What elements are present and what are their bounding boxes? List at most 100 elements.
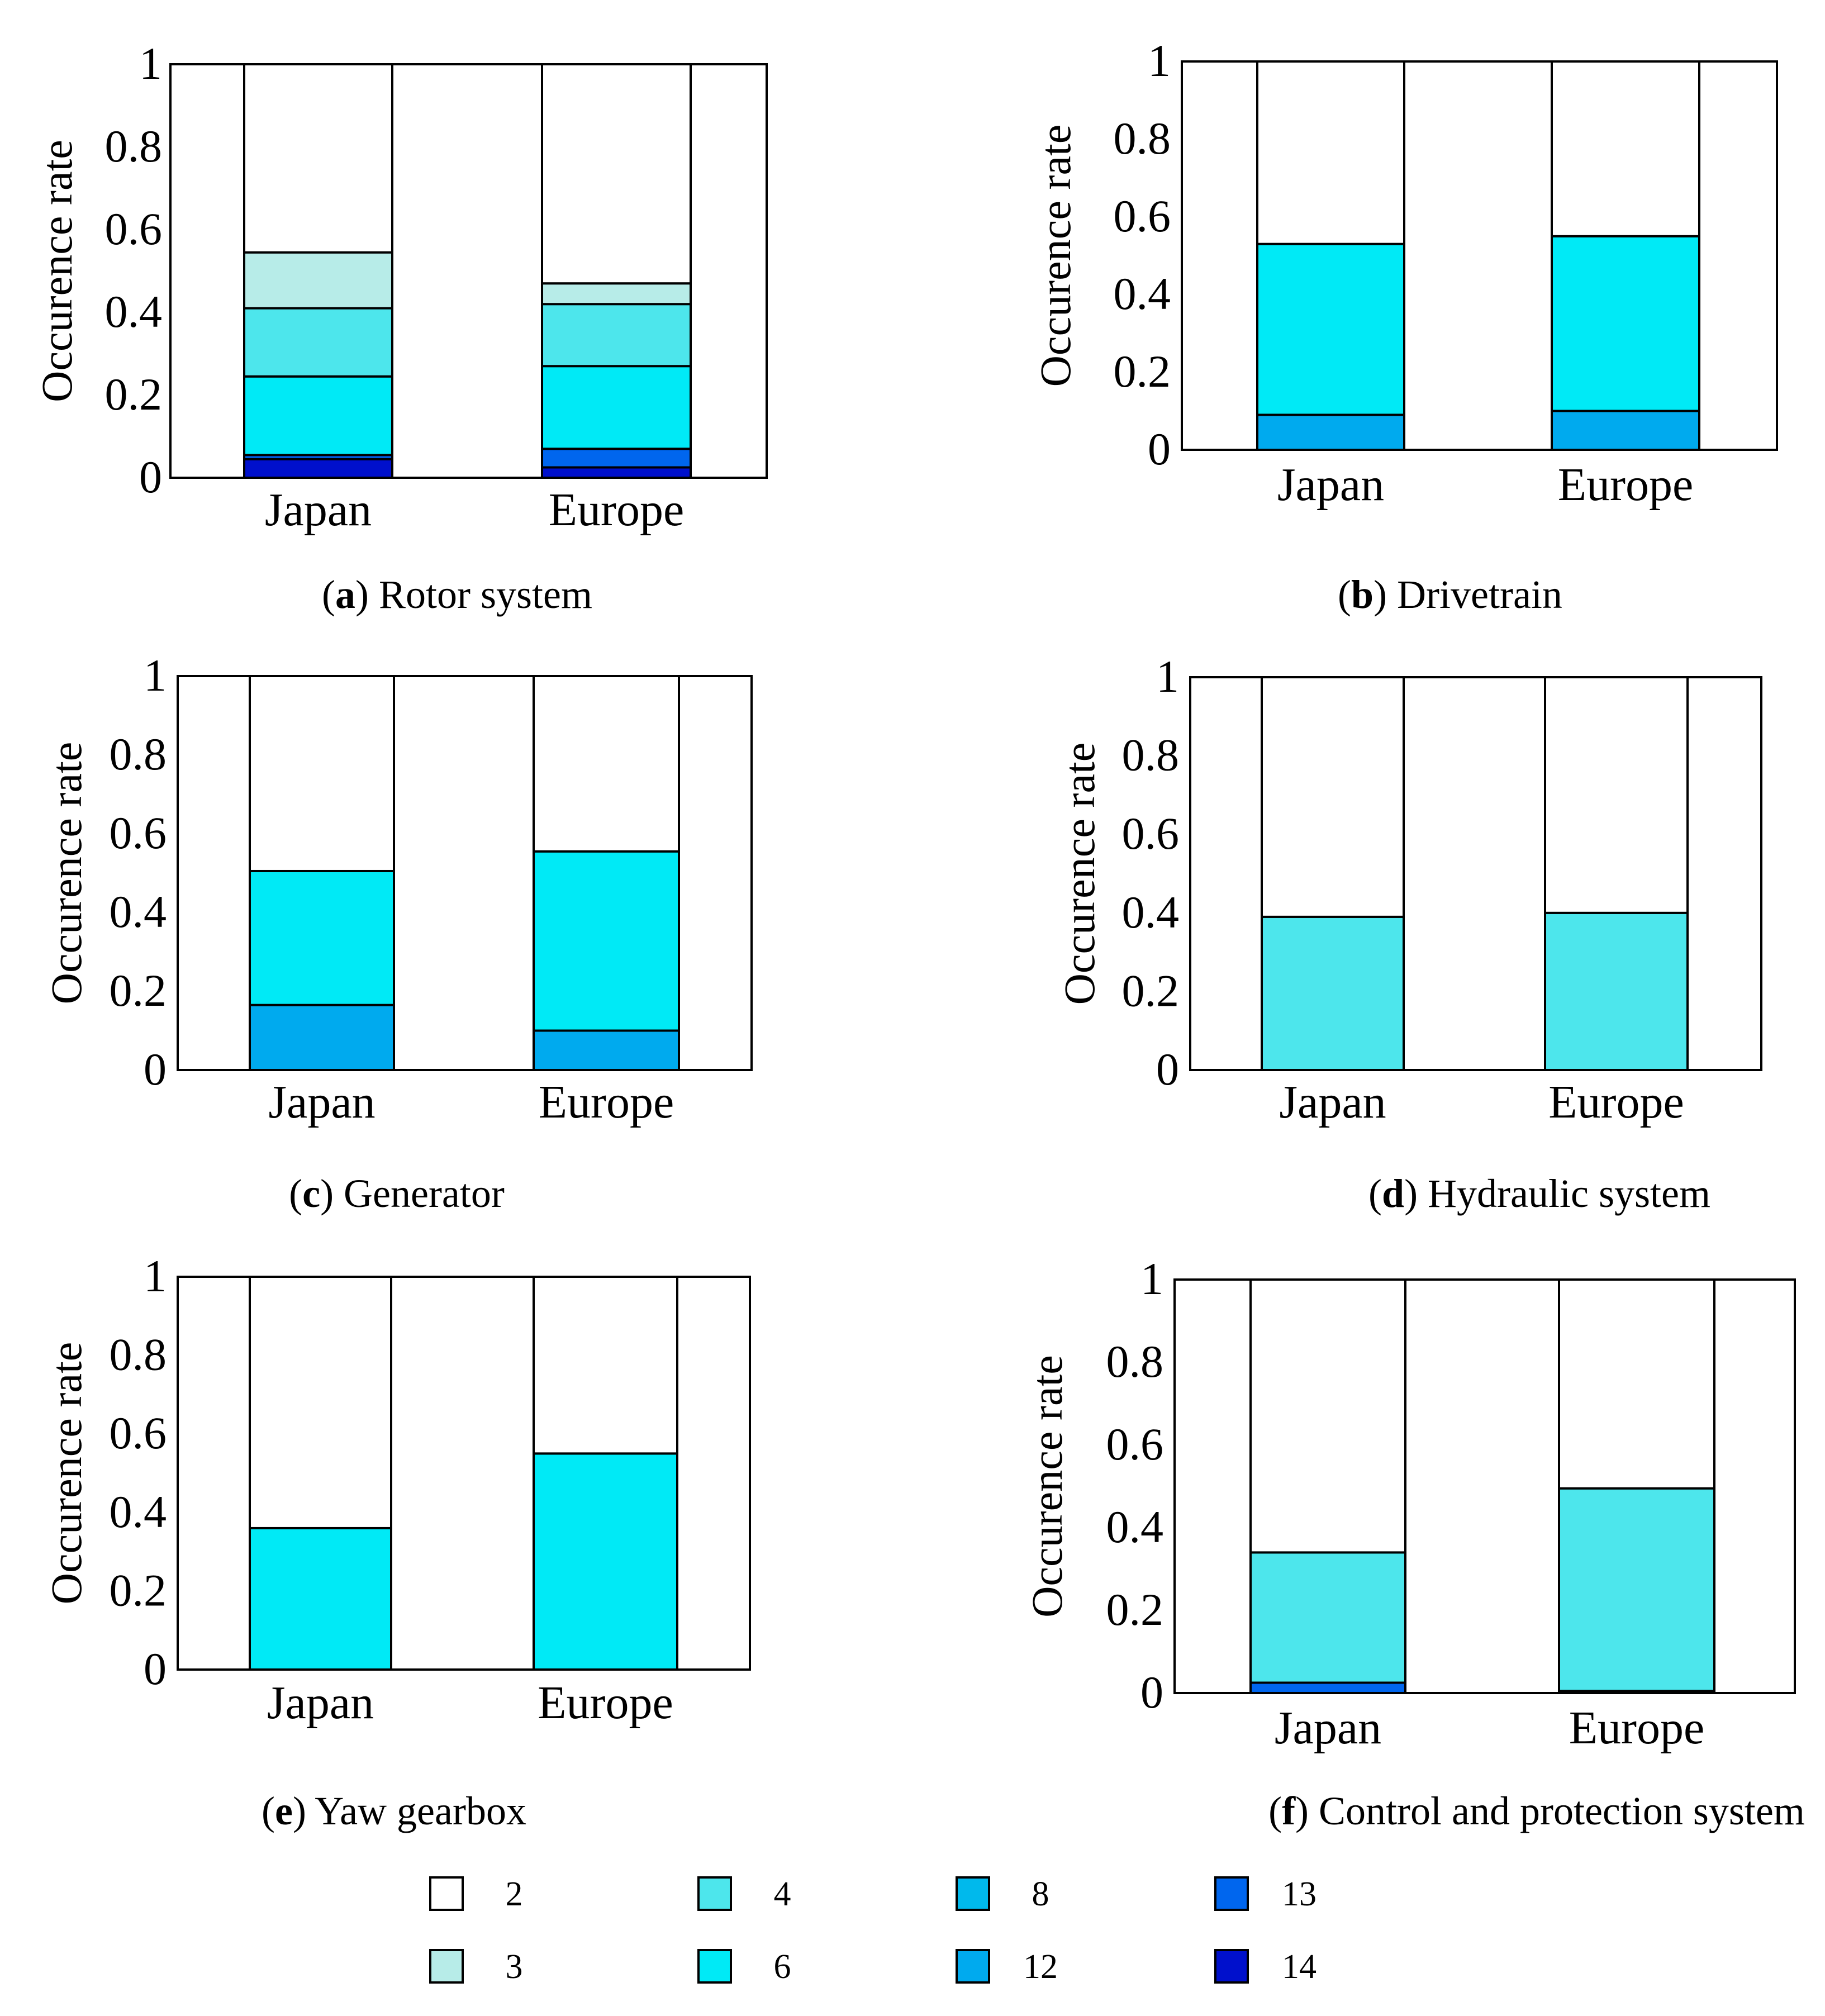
bar-segment-japan-code-12 — [1256, 413, 1405, 451]
bar-segment-europe-code-2 — [541, 63, 692, 285]
y-tick-label: 0.2 — [1106, 1584, 1164, 1635]
caption-paren: ( — [1338, 572, 1351, 617]
x-category-label: Japan — [1277, 459, 1384, 511]
bar-segment-europe-code-2 — [1551, 60, 1700, 237]
x-category-label: Japan — [267, 1677, 374, 1729]
chart-panel-a: 0 0.2 0.4 0.6 0.8 1 Occurence rate Japan Europe (… — [32, 38, 768, 617]
legend-label-2: 2 — [506, 1875, 523, 1913]
caption-text: ) Drivetrain — [1373, 572, 1562, 617]
bar-segment-europe-code-12 — [1551, 410, 1700, 451]
caption-text: ) Rotor system — [355, 572, 592, 617]
legend-label-12: 12 — [1023, 1948, 1058, 1986]
y-tick-label: 0.6 — [1114, 191, 1171, 241]
caption-letter: c — [302, 1171, 320, 1216]
x-category-label: Europe — [1569, 1702, 1705, 1754]
y-tick-label: 0.6 — [110, 807, 167, 858]
y-axis-label: Occurence rate — [1031, 125, 1080, 387]
y-tick-label: 0 — [144, 1643, 167, 1694]
y-tick-label: 1 — [139, 38, 162, 89]
y-tick-label: 0.6 — [105, 203, 163, 254]
y-tick-label: 0.2 — [110, 1565, 167, 1615]
bar-segment-europe-code-2 — [1558, 1278, 1715, 1490]
caption-paren: ( — [322, 572, 335, 617]
bar-segment-europe-code-4 — [1558, 1487, 1715, 1692]
y-tick-label: 0.8 — [110, 729, 167, 779]
caption-letter: d — [1382, 1171, 1404, 1216]
y-tick-label: 0 — [139, 451, 162, 502]
panel-caption: (f) Control and protection system — [1268, 1789, 1805, 1833]
x-category-label: Europe — [549, 484, 685, 536]
x-category-label: Japan — [1279, 1076, 1386, 1128]
panel-caption: (a) Rotor system — [322, 572, 592, 617]
y-tick-label: 0.6 — [110, 1408, 167, 1458]
caption-letter: b — [1351, 572, 1373, 617]
caption-letter: a — [335, 572, 355, 617]
y-tick-label: 0.2 — [1114, 346, 1171, 397]
bar-segment-europe-code-2 — [533, 1276, 678, 1455]
legend-label-14: 14 — [1282, 1948, 1317, 1986]
y-tick-label: 1 — [1140, 1253, 1163, 1304]
legend-swatch-3 — [429, 1949, 464, 1984]
legend-swatch-4 — [697, 1876, 732, 1911]
y-tick-label: 0.8 — [110, 1329, 167, 1380]
bar-segment-japan-code-6 — [243, 375, 393, 457]
y-axis-label: Occurence rate — [32, 140, 81, 402]
y-tick-label: 0.4 — [105, 286, 163, 337]
bar-segment-europe-code-6 — [1551, 235, 1700, 412]
y-tick-label: 1 — [1156, 651, 1179, 702]
y-tick-label: 0.2 — [105, 369, 163, 420]
y-tick-label: 0 — [1156, 1044, 1179, 1095]
x-category-label: Japan — [268, 1076, 375, 1128]
panel-caption: (e) Yaw gearbox — [262, 1789, 526, 1833]
legend-label-13: 13 — [1282, 1875, 1317, 1913]
caption-paren: ( — [289, 1171, 302, 1216]
y-axis-label: Occurence rate — [1023, 1355, 1071, 1618]
bar-segment-japan-code-2 — [1249, 1278, 1406, 1554]
legend-label-8: 8 — [1032, 1875, 1049, 1913]
caption-paren: ( — [1368, 1171, 1382, 1216]
chart-panel-f: 0 0.2 0.4 0.6 0.8 1 Occurence rate Japan Europe (… — [1023, 1253, 1805, 1833]
caption-paren: ( — [262, 1789, 275, 1833]
bar-segment-japan-code-2 — [249, 675, 395, 872]
bar-segment-europe-code-2 — [1544, 676, 1689, 914]
legend-swatch-8 — [956, 1876, 990, 1911]
bar-segment-europe-code-14 — [541, 466, 692, 479]
bar-segment-japan-code-3 — [243, 251, 393, 310]
y-axis-label: Occurence rate — [1055, 743, 1104, 1005]
x-category-label: Japan — [1275, 1702, 1381, 1754]
caption-paren: ( — [1268, 1789, 1282, 1833]
y-tick-label: 0.4 — [110, 886, 167, 937]
legend-label-6: 6 — [774, 1948, 791, 1986]
panel-caption: (b) Drivetrain — [1338, 572, 1562, 617]
bar-segment-europe-code-13 — [541, 448, 692, 469]
caption-text: ) Yaw gearbox — [293, 1789, 526, 1833]
bar-segment-europe-code-4 — [541, 303, 692, 368]
x-category-label: Europe — [1548, 1076, 1684, 1128]
chart-panel-d: 0 0.2 0.4 0.6 0.8 1 Occurence rate Japan Europe (… — [1055, 651, 1762, 1216]
panel-caption: (d) Hydraulic system — [1368, 1171, 1710, 1216]
y-tick-label: 0.8 — [1106, 1336, 1164, 1387]
y-tick-label: 1 — [144, 1251, 167, 1301]
bar-segment-japan-code-6 — [249, 869, 395, 1006]
caption-text: ) Generator — [320, 1171, 505, 1216]
y-tick-label: 1 — [144, 650, 167, 701]
caption-text: ) Hydraulic system — [1404, 1171, 1710, 1216]
bar-segment-japan-code-4 — [1261, 915, 1405, 1071]
y-tick-label: 0.4 — [110, 1486, 167, 1537]
bar-segment-japan-code-2 — [1261, 676, 1405, 918]
legend-label-3: 3 — [506, 1948, 523, 1986]
bar-segment-europe-code-2 — [533, 675, 680, 853]
bar-segment-japan-code-6 — [1256, 243, 1405, 416]
legend-swatch-14 — [1214, 1949, 1249, 1984]
panel-caption: (c) Generator — [289, 1171, 505, 1216]
legend-swatch-6 — [697, 1949, 732, 1984]
y-axis-label: Occurence rate — [42, 742, 91, 1005]
bar-segment-japan-code-2 — [1256, 60, 1405, 245]
x-category-label: Europe — [538, 1677, 673, 1729]
y-tick-label: 0.6 — [1122, 808, 1180, 859]
y-tick-label: 1 — [1148, 35, 1171, 86]
legend: 2 4 8 13 3 6 12 14 — [429, 1875, 1317, 1986]
legend-label-4: 4 — [774, 1875, 791, 1913]
y-tick-label: 0.8 — [105, 121, 163, 172]
